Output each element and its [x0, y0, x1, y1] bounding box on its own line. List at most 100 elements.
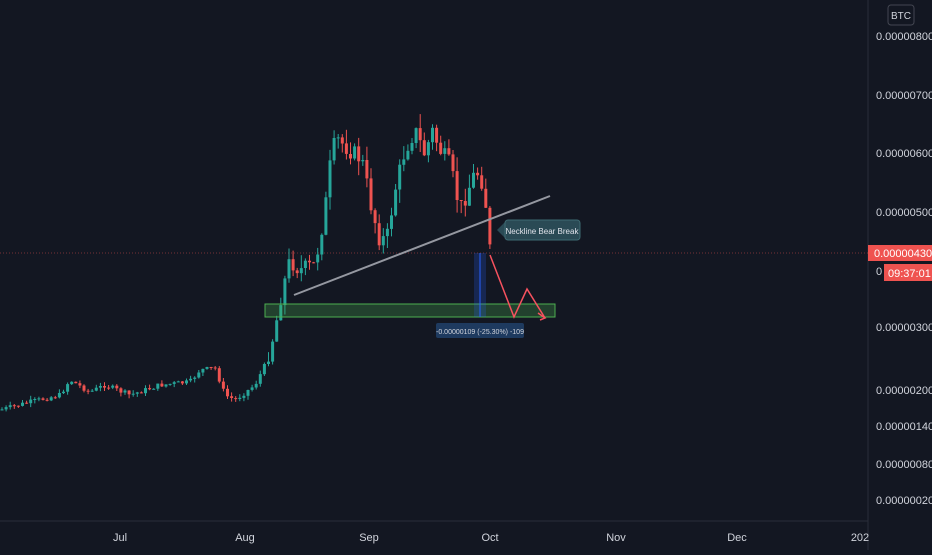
candle-body — [349, 154, 352, 159]
candle-body — [144, 388, 147, 394]
candle-body — [201, 368, 205, 373]
candle-body — [53, 397, 57, 399]
candle-body — [193, 377, 197, 379]
candle-body — [164, 384, 168, 387]
candle-body — [463, 201, 467, 206]
candle-body — [98, 386, 102, 388]
candle-body — [180, 381, 184, 384]
candle-body — [381, 236, 385, 246]
candle-body — [431, 127, 434, 143]
time-axis[interactable]: Jul Aug Sep Oct Nov Dec 202 — [113, 532, 869, 544]
candle-body — [4, 407, 8, 410]
candle-body — [459, 200, 463, 201]
candle-body — [131, 393, 135, 395]
candle-body — [111, 385, 115, 388]
candle-body — [139, 392, 143, 394]
candle-body — [66, 384, 70, 392]
candle-body — [82, 385, 86, 391]
candle-body — [443, 148, 447, 154]
candle-body — [189, 378, 193, 381]
candle-body — [152, 388, 156, 390]
time-tick: Nov — [606, 532, 626, 544]
candle-body — [394, 189, 398, 216]
candle-body — [107, 387, 111, 389]
callout-label: Neckline Bear Break — [506, 227, 580, 236]
candle-body — [25, 402, 29, 404]
candle-body — [312, 262, 316, 264]
candle-body — [160, 383, 164, 387]
candle-body — [213, 367, 217, 369]
candle-body — [49, 397, 53, 401]
candle-body — [94, 387, 98, 391]
candle-body — [402, 159, 406, 165]
candle-body — [467, 187, 471, 206]
candle-body — [37, 398, 41, 400]
currency-label: BTC — [891, 11, 911, 22]
price-tick: 0.00000140 — [876, 421, 932, 433]
candle-body — [197, 372, 201, 378]
candle-body — [78, 383, 82, 386]
candle-body — [369, 178, 373, 211]
candle-body — [271, 341, 275, 362]
candle-body — [365, 160, 369, 179]
candle-body — [74, 381, 78, 384]
candle-body — [377, 223, 381, 246]
candle-body — [262, 364, 266, 375]
candle-body — [119, 388, 123, 393]
measure-label-box — [436, 323, 524, 338]
candle-body — [390, 215, 393, 229]
candle-body — [357, 146, 361, 162]
countdown-tag — [884, 264, 932, 281]
callout-box[interactable] — [504, 219, 581, 241]
candle-body — [299, 268, 303, 274]
candle-body — [86, 390, 90, 392]
candle-body — [332, 138, 336, 161]
candle-body — [373, 210, 377, 224]
time-tick: Jul — [113, 532, 127, 544]
candle-body — [439, 142, 443, 154]
candle-body — [279, 305, 283, 321]
candle-body — [340, 137, 344, 144]
time-tick: 202 — [851, 532, 869, 544]
candle-body — [62, 391, 65, 394]
candle-body — [267, 361, 270, 364]
candle-body — [361, 160, 365, 162]
candle-body — [250, 387, 254, 390]
candle-body — [29, 399, 33, 404]
candle-body — [115, 385, 119, 389]
candle-body — [484, 188, 488, 208]
price-axis[interactable]: 0.00000800 0.00000700 0.00000600 0.00000… — [876, 31, 932, 507]
candle-body — [176, 381, 180, 383]
currency-badge[interactable] — [887, 4, 915, 26]
candle-body — [283, 278, 287, 306]
candle-body — [12, 405, 16, 407]
candle-body — [254, 383, 258, 388]
candle-body — [447, 148, 451, 155]
time-tick: Dec — [727, 532, 747, 544]
candle-body — [414, 128, 418, 143]
candle-body — [135, 392, 139, 394]
price-tick: 0.00000080 — [876, 459, 932, 471]
candle-body — [406, 150, 410, 160]
candle-body — [324, 197, 328, 235]
candle-body — [57, 393, 61, 398]
candle-body — [127, 390, 131, 395]
projection-path[interactable] — [489, 254, 546, 319]
candle-body — [242, 395, 246, 398]
support-zone[interactable] — [264, 303, 556, 318]
candle-body — [418, 128, 422, 141]
candle-body — [156, 383, 160, 389]
candle-body — [385, 228, 389, 237]
candle-body — [455, 171, 459, 200]
time-tick: Sep — [359, 532, 379, 544]
candle-body — [205, 367, 209, 369]
candle-body — [476, 172, 480, 176]
candle-body — [303, 260, 307, 268]
price-tick: 0.00000200 — [876, 385, 932, 397]
candle-body — [123, 390, 127, 393]
neckline-trendline[interactable] — [293, 195, 551, 296]
candle-body — [41, 398, 45, 400]
candle-body — [103, 386, 106, 388]
